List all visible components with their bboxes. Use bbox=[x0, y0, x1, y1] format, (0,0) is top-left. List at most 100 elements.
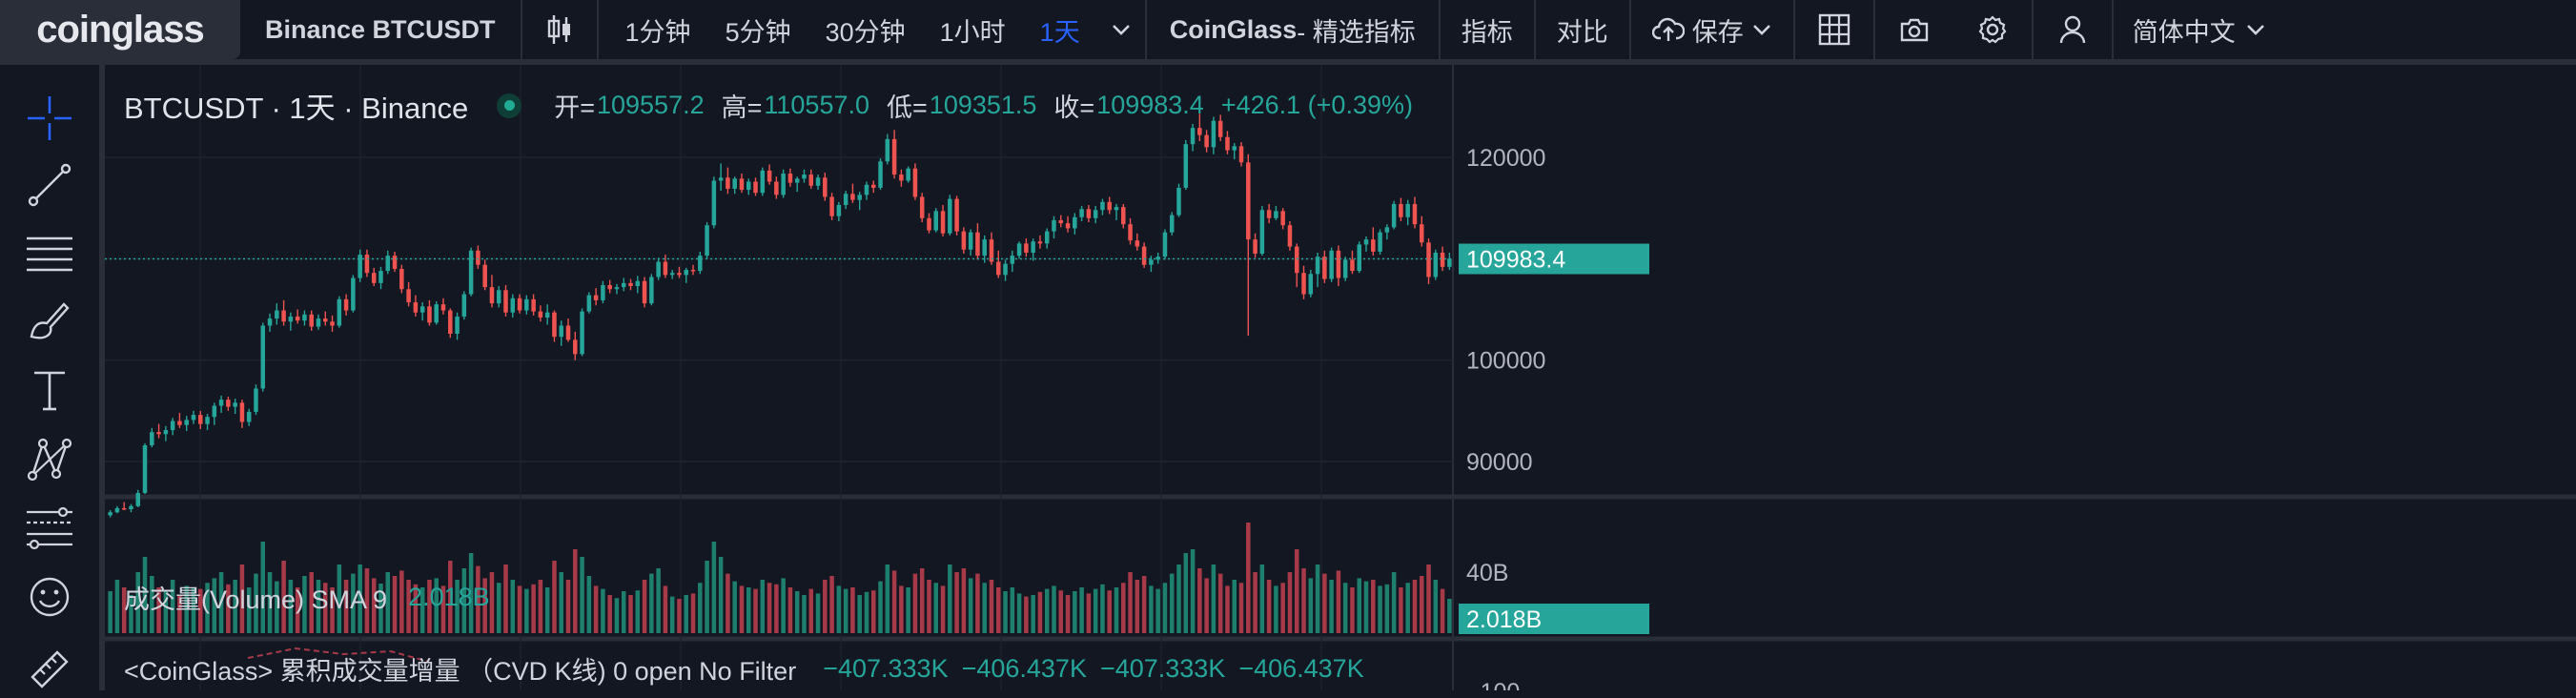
volume-bar bbox=[1128, 572, 1133, 633]
indicators-button[interactable]: 指标 bbox=[1461, 17, 1513, 47]
cvd-value: −406.437K bbox=[961, 654, 1087, 683]
candle-body bbox=[933, 211, 939, 231]
interval-1小时[interactable]: 1小时 bbox=[939, 17, 1006, 47]
featured-indicators-button[interactable]: CoinGlass - 精选指标 bbox=[1147, 0, 1439, 59]
interval-30分钟[interactable]: 30分钟 bbox=[825, 17, 906, 47]
volume-bar bbox=[1294, 549, 1299, 633]
brush-tool[interactable] bbox=[21, 292, 78, 349]
volume-bar bbox=[218, 572, 224, 633]
trend-line-tool[interactable] bbox=[21, 156, 78, 214]
volume-bar bbox=[1357, 578, 1361, 633]
volume-bar bbox=[531, 584, 536, 633]
candle-body bbox=[1246, 162, 1251, 240]
candle-body bbox=[1204, 134, 1209, 148]
symbol-selector[interactable]: Binance BTCUSDT bbox=[265, 14, 496, 44]
candle-body bbox=[1016, 243, 1022, 257]
candle-body bbox=[601, 284, 605, 300]
volume-bar bbox=[829, 576, 834, 633]
candle-body bbox=[753, 181, 758, 194]
compare-button[interactable]: 对比 bbox=[1556, 17, 1608, 47]
volume-bar bbox=[760, 580, 766, 633]
interval-5分钟[interactable]: 5分钟 bbox=[725, 17, 791, 47]
screenshot-button[interactable] bbox=[1875, 0, 1953, 59]
volume-bar bbox=[607, 595, 612, 633]
candle-body bbox=[114, 507, 120, 513]
candle-type-button[interactable] bbox=[522, 0, 597, 59]
volume-bar bbox=[823, 580, 828, 633]
cvd-legend-label[interactable]: <CoinGlass> 累积成交量增量 （CVD K线) 0 open No F… bbox=[124, 657, 797, 686]
emoji-tool[interactable] bbox=[21, 568, 78, 626]
volume-bar bbox=[1378, 585, 1382, 633]
horizontal-lines-tool[interactable] bbox=[21, 225, 78, 282]
volume-bar bbox=[690, 593, 696, 633]
candle-body bbox=[316, 318, 321, 327]
ruler-tool[interactable] bbox=[21, 641, 78, 698]
candle-body bbox=[254, 388, 258, 412]
symbol-title[interactable]: BTCUSDT · 1天 · Binance bbox=[124, 92, 469, 125]
volume-bar bbox=[385, 572, 391, 633]
save-button[interactable]: 保存 bbox=[1631, 0, 1793, 59]
volume-bar bbox=[559, 572, 563, 633]
candle-body bbox=[1405, 203, 1410, 217]
volume-bar bbox=[580, 557, 584, 633]
volume-legend-label[interactable]: 成交量(Volume) SMA 9 bbox=[124, 585, 388, 614]
volume-bar bbox=[1204, 578, 1209, 633]
toolbar-divider bbox=[2111, 0, 2114, 59]
last-price-badge bbox=[1459, 243, 1649, 275]
candle-body bbox=[476, 250, 480, 265]
candle-body bbox=[281, 310, 286, 322]
volume-bar bbox=[808, 588, 814, 633]
interval-1天[interactable]: 1天 bbox=[1039, 17, 1080, 47]
pattern-tool[interactable] bbox=[21, 431, 78, 488]
candle-body bbox=[836, 204, 842, 216]
candle-body bbox=[351, 277, 356, 311]
chart-canvas[interactable]: 12000011000010000090000109983.440B2.018B… bbox=[105, 65, 2576, 690]
candle-body bbox=[614, 287, 620, 290]
chevron-down-icon bbox=[1752, 25, 1770, 35]
candle-body bbox=[1336, 250, 1341, 278]
layout-button[interactable] bbox=[1795, 0, 1873, 59]
volume-bar bbox=[850, 587, 855, 633]
volume-bar bbox=[1350, 587, 1355, 633]
account-button[interactable] bbox=[2034, 0, 2112, 59]
chart-area[interactable]: 12000011000010000090000109983.440B2.018B… bbox=[105, 65, 2576, 690]
volume-bar bbox=[711, 542, 717, 633]
volume-bar bbox=[1399, 587, 1403, 633]
candle-body bbox=[927, 217, 931, 231]
toolbar-divider bbox=[1628, 0, 1631, 59]
chevron-down-icon bbox=[1112, 25, 1130, 35]
volume-bar bbox=[1246, 523, 1251, 633]
candle-body bbox=[593, 295, 599, 300]
candle-body bbox=[1225, 136, 1230, 151]
market-status-icon[interactable] bbox=[497, 92, 522, 118]
candle-body bbox=[461, 294, 467, 317]
settings-button[interactable] bbox=[1953, 0, 2032, 59]
ohlc-legend: BTCUSDT · 1天 · Binance 开= 109557.2 高= 11… bbox=[124, 84, 1430, 127]
volume-bar bbox=[1114, 587, 1119, 633]
candle-body bbox=[1217, 120, 1223, 137]
candle-body bbox=[1433, 252, 1439, 277]
candle-body bbox=[218, 400, 224, 406]
volume-bar bbox=[642, 580, 647, 633]
candle-body bbox=[427, 306, 432, 323]
volume-bar bbox=[573, 549, 578, 633]
volume-bar bbox=[212, 578, 217, 633]
interval-group: 1分钟 5分钟 30分钟 1小时 1天 bbox=[599, 0, 1097, 59]
interval-1分钟[interactable]: 1分钟 bbox=[624, 17, 691, 47]
text-tool[interactable] bbox=[21, 362, 78, 420]
candle-body bbox=[1073, 216, 1077, 229]
interval-dropdown-button[interactable] bbox=[1097, 0, 1145, 59]
volume-bar bbox=[593, 585, 599, 633]
candle-body bbox=[295, 316, 300, 321]
crosshair-tool[interactable] bbox=[21, 90, 78, 147]
volume-bar bbox=[1100, 584, 1105, 633]
volume-bar bbox=[746, 587, 751, 633]
candle-body bbox=[150, 432, 154, 445]
volume-bar bbox=[246, 587, 252, 633]
volume-bar bbox=[323, 583, 328, 633]
language-selector[interactable]: 简体中文 bbox=[2114, 0, 2285, 59]
coinglass-logo[interactable]: coinglass bbox=[0, 0, 240, 59]
candle-body bbox=[1114, 207, 1119, 211]
fib-lines-tool[interactable] bbox=[21, 500, 78, 557]
volume-bar bbox=[434, 578, 439, 633]
